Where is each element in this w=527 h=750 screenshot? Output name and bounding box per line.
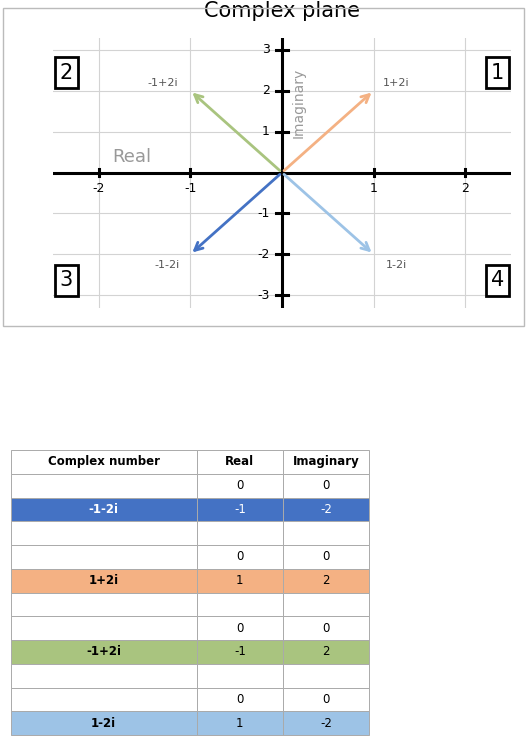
Text: -1: -1 <box>234 645 246 658</box>
Text: 0: 0 <box>236 693 243 706</box>
Bar <box>197 664 283 688</box>
Text: Real: Real <box>112 148 151 166</box>
Text: -1+2i: -1+2i <box>148 77 178 88</box>
Text: 1+2i: 1+2i <box>89 574 119 587</box>
Text: 0: 0 <box>322 622 329 634</box>
Bar <box>197 497 283 521</box>
Text: -1: -1 <box>234 503 246 516</box>
Bar <box>11 545 197 568</box>
Text: -2: -2 <box>258 248 270 261</box>
Bar <box>283 568 369 592</box>
Bar <box>11 688 197 711</box>
Text: -3: -3 <box>258 289 270 302</box>
Text: 2: 2 <box>322 574 330 587</box>
Text: 0: 0 <box>236 479 243 492</box>
Text: -1: -1 <box>258 207 270 220</box>
Bar <box>283 497 369 521</box>
Text: -2: -2 <box>92 182 105 194</box>
Bar <box>283 711 369 735</box>
Bar <box>197 474 283 497</box>
Text: -1-2i: -1-2i <box>155 260 180 269</box>
Bar <box>283 640 369 664</box>
Text: 1: 1 <box>236 717 243 730</box>
Bar <box>11 640 197 664</box>
Bar <box>283 521 369 545</box>
Bar <box>197 545 283 568</box>
Text: 1-2i: 1-2i <box>386 260 407 269</box>
Text: 0: 0 <box>322 479 329 492</box>
Text: Imaginary: Imaginary <box>292 455 359 468</box>
Text: 1: 1 <box>370 182 377 194</box>
Bar <box>197 592 283 616</box>
Text: 2: 2 <box>262 84 270 98</box>
Text: 2: 2 <box>462 182 469 194</box>
Text: 2: 2 <box>60 62 73 82</box>
Bar <box>11 474 197 497</box>
Bar <box>11 592 197 616</box>
Text: 0: 0 <box>322 550 329 563</box>
Bar <box>11 497 197 521</box>
Text: 1: 1 <box>491 62 504 82</box>
Bar <box>283 616 369 640</box>
Bar <box>197 568 283 592</box>
Text: Imaginary: Imaginary <box>291 68 306 139</box>
Bar <box>283 450 369 474</box>
Text: 1+2i: 1+2i <box>383 77 410 88</box>
Bar <box>11 521 197 545</box>
Bar <box>11 711 197 735</box>
Text: Complex number: Complex number <box>48 455 160 468</box>
Text: 1-2i: 1-2i <box>91 717 116 730</box>
Text: 3: 3 <box>60 271 73 290</box>
Bar <box>197 616 283 640</box>
Text: -1-2i: -1-2i <box>89 503 119 516</box>
Bar <box>283 474 369 497</box>
Bar <box>283 545 369 568</box>
Text: -1: -1 <box>184 182 197 194</box>
Bar <box>11 616 197 640</box>
Text: 1: 1 <box>262 125 270 138</box>
Bar <box>283 592 369 616</box>
Text: 0: 0 <box>322 693 329 706</box>
Text: -1+2i: -1+2i <box>86 645 121 658</box>
Text: Complex plane: Complex plane <box>204 2 360 21</box>
Bar <box>197 711 283 735</box>
Bar <box>11 568 197 592</box>
Text: 0: 0 <box>236 550 243 563</box>
Bar <box>197 450 283 474</box>
Text: 4: 4 <box>491 271 504 290</box>
Bar <box>197 640 283 664</box>
Text: -2: -2 <box>320 503 332 516</box>
Bar <box>283 688 369 711</box>
Bar <box>197 521 283 545</box>
Bar <box>283 664 369 688</box>
Text: Real: Real <box>226 455 255 468</box>
Text: -2: -2 <box>320 717 332 730</box>
Bar <box>11 450 197 474</box>
Text: 1: 1 <box>236 574 243 587</box>
Text: 3: 3 <box>262 44 270 56</box>
Text: 0: 0 <box>236 622 243 634</box>
Bar <box>11 664 197 688</box>
Text: 2: 2 <box>322 645 330 658</box>
Bar <box>197 688 283 711</box>
